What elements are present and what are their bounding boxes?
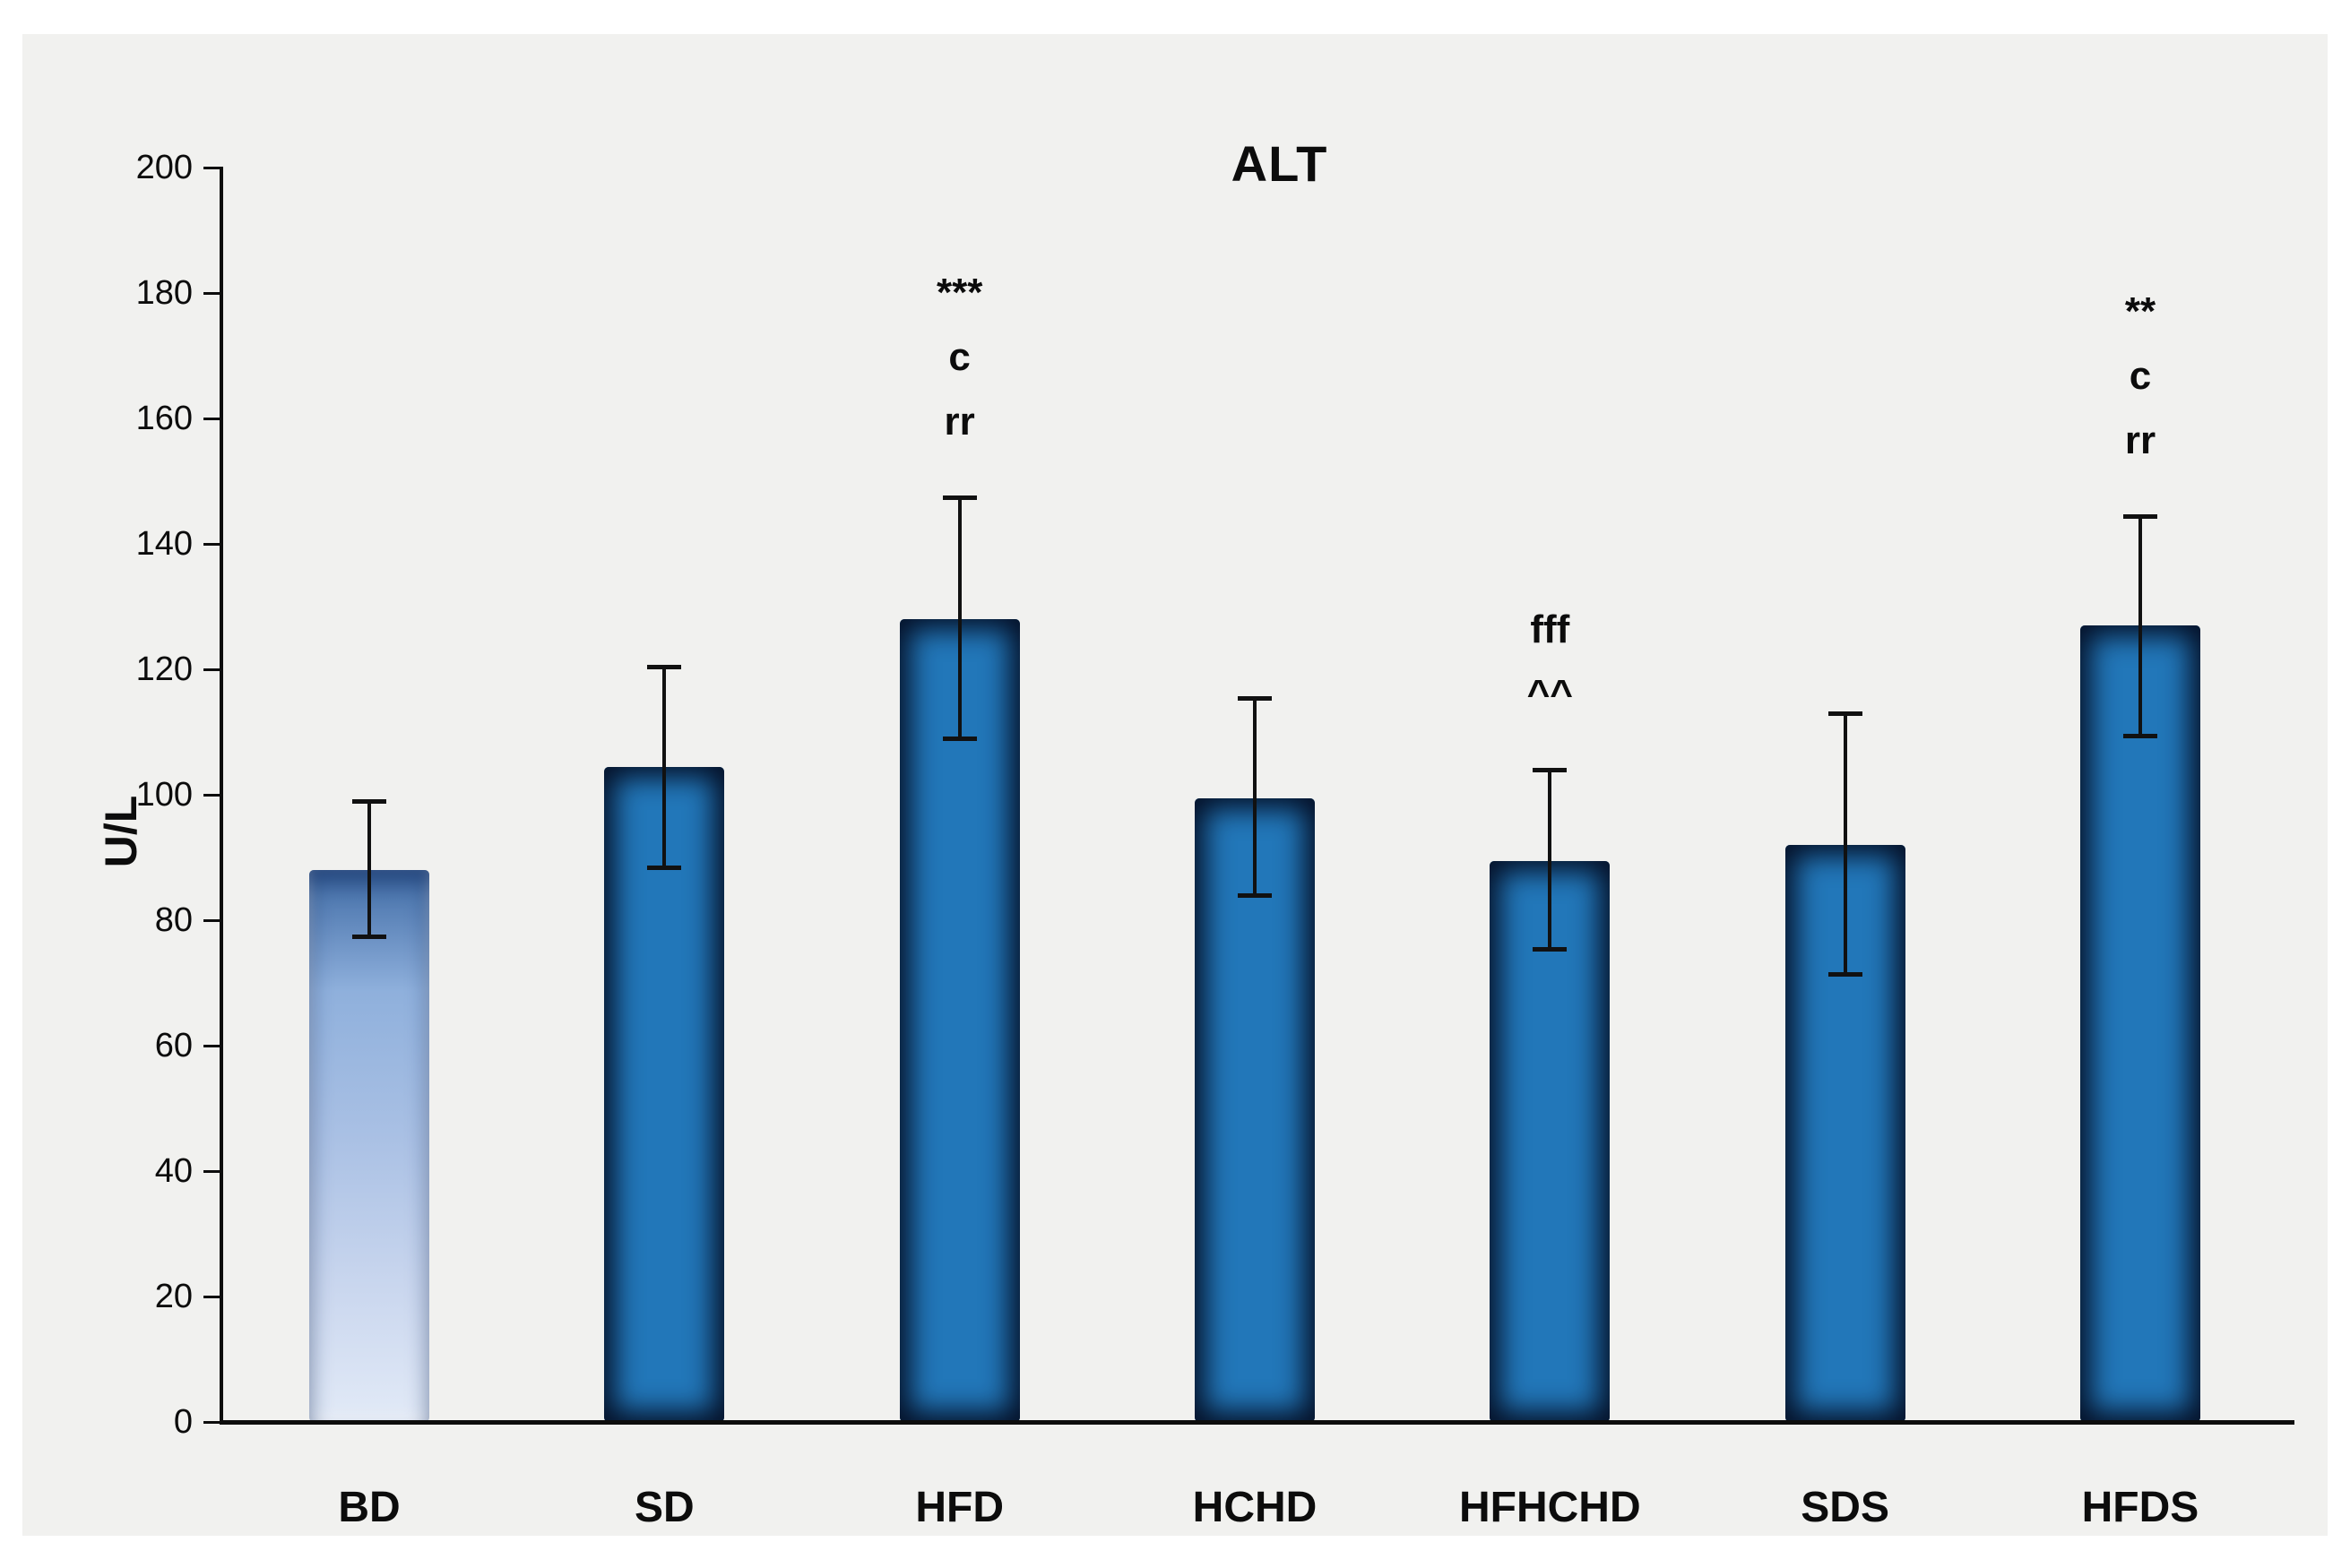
error-bar-cap-top-HFD	[942, 495, 977, 500]
error-bar-cap-top-BD	[352, 799, 386, 804]
y-tick-40	[203, 1169, 220, 1173]
chart-title: ALT	[1231, 135, 1328, 192]
error-bar-cap-top-HFDS	[2122, 513, 2157, 519]
x-label-HCHD: HCHD	[1192, 1484, 1318, 1531]
y-tick-label-20: 20	[154, 1278, 193, 1315]
y-tick-160	[203, 417, 220, 420]
x-axis-line	[220, 1420, 2294, 1425]
y-tick-80	[203, 918, 220, 922]
y-axis-line	[220, 167, 223, 1425]
error-bar-cap-bottom-SD	[647, 865, 682, 870]
y-tick-label-200: 200	[135, 149, 193, 186]
error-bar-cap-bottom-HFD	[942, 737, 977, 741]
y-tick-140	[203, 542, 220, 546]
annotation-HFD: *** c rr	[936, 270, 983, 444]
annotation-HFHCHD: fff ^^	[1526, 607, 1573, 716]
y-tick-label-40: 40	[154, 1152, 193, 1190]
bar-HFDS	[2079, 625, 2200, 1422]
error-bar-BD	[367, 801, 371, 936]
bar-HFHCHD	[1490, 860, 1611, 1422]
error-bar-HCHD	[1252, 697, 1257, 895]
bar-HFD	[899, 619, 1020, 1422]
error-bar-cap-bottom-SDS	[1827, 971, 1862, 977]
y-tick-200	[203, 166, 220, 169]
y-tick-label-180: 180	[135, 274, 193, 312]
error-bar-cap-top-HCHD	[1237, 695, 1272, 701]
x-label-HFDS: HFDS	[2081, 1484, 2199, 1531]
y-tick-20	[203, 1295, 220, 1298]
y-tick-label-0: 0	[173, 1403, 193, 1441]
y-tick-0	[203, 1420, 220, 1424]
y-tick-label-160: 160	[135, 400, 193, 437]
y-tick-100	[203, 793, 220, 797]
x-label-SDS: SDS	[1801, 1484, 1889, 1531]
error-bar-cap-bottom-HFHCHD	[1533, 946, 1568, 952]
error-bar-SDS	[1843, 713, 1847, 974]
y-tick-label-120: 120	[135, 650, 193, 688]
chart-panel: ALT U/L 0 20 40 60 80 100 120 140 160 180 200 BD SD H…	[22, 34, 2328, 1536]
bar-BD	[309, 870, 429, 1422]
y-tick-label-100: 100	[135, 776, 193, 814]
annotation-HFDS: ** c rr	[2124, 289, 2156, 462]
y-tick-180	[203, 291, 220, 295]
error-bar-cap-bottom-BD	[352, 934, 386, 939]
y-tick-60	[203, 1044, 220, 1047]
y-tick-label-60: 60	[154, 1027, 193, 1064]
error-bar-HFDS	[2138, 515, 2142, 736]
error-bar-cap-top-SD	[647, 664, 682, 669]
bar-HCHD	[1194, 797, 1315, 1422]
x-label-SD: SD	[634, 1484, 695, 1531]
error-bar-cap-top-HFHCHD	[1533, 768, 1568, 772]
error-bar-HFD	[957, 496, 962, 738]
y-tick-label-80: 80	[154, 901, 193, 939]
error-bar-cap-bottom-HCHD	[1237, 893, 1272, 898]
y-tick-label-140: 140	[135, 525, 193, 563]
bar-SD	[604, 766, 725, 1422]
error-bar-HFHCHD	[1548, 770, 1552, 949]
y-tick-120	[203, 668, 220, 671]
x-label-HFD: HFD	[915, 1484, 1004, 1531]
x-label-BD: BD	[338, 1484, 401, 1531]
error-bar-SD	[662, 666, 667, 867]
error-bar-cap-top-SDS	[1827, 711, 1862, 716]
error-bar-cap-bottom-HFDS	[2122, 733, 2157, 738]
x-label-HFHCHD: HFHCHD	[1458, 1484, 1641, 1531]
